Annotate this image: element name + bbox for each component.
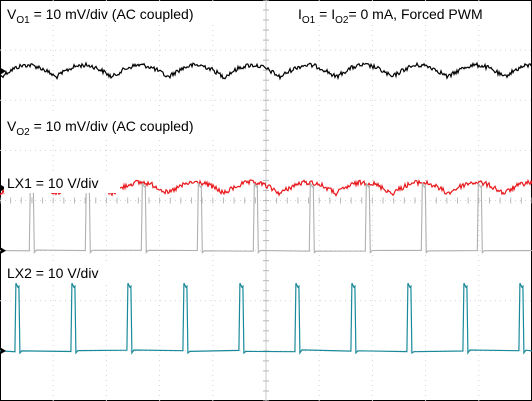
label-lx1: LX1 = 10 V/div [4, 173, 120, 193]
label-lx1-text: LX1 = 10 V/div [7, 175, 98, 191]
label-vo2-text: VO2 = 10 mV/div (AC coupled) [7, 118, 193, 138]
label-vo1-text: VO1 = 10 mV/div (AC coupled) [7, 6, 193, 26]
conditions-label: IO1 = IO2= 0 mA, Forced PWM [296, 3, 526, 26]
channel-marker-lx1 [1, 247, 6, 254]
label-lx2-text: LX2 = 10 V/div [7, 265, 98, 281]
label-vo2: VO2 = 10 mV/div (AC coupled) [4, 115, 240, 138]
trace-vo1 [0, 61, 532, 81]
conditions-text: IO1 = IO2= 0 mA, Forced PWM [298, 6, 483, 26]
channel-marker-vo2 [1, 184, 6, 191]
channel-marker-vo1 [1, 68, 6, 75]
trace-lx2 [0, 282, 532, 355]
label-vo1: VO1 = 10 mV/div (AC coupled) [4, 3, 240, 26]
channel-marker-lx2 [1, 347, 6, 354]
label-lx2: LX2 = 10 V/div [4, 263, 120, 283]
channel-markers [1, 68, 6, 354]
